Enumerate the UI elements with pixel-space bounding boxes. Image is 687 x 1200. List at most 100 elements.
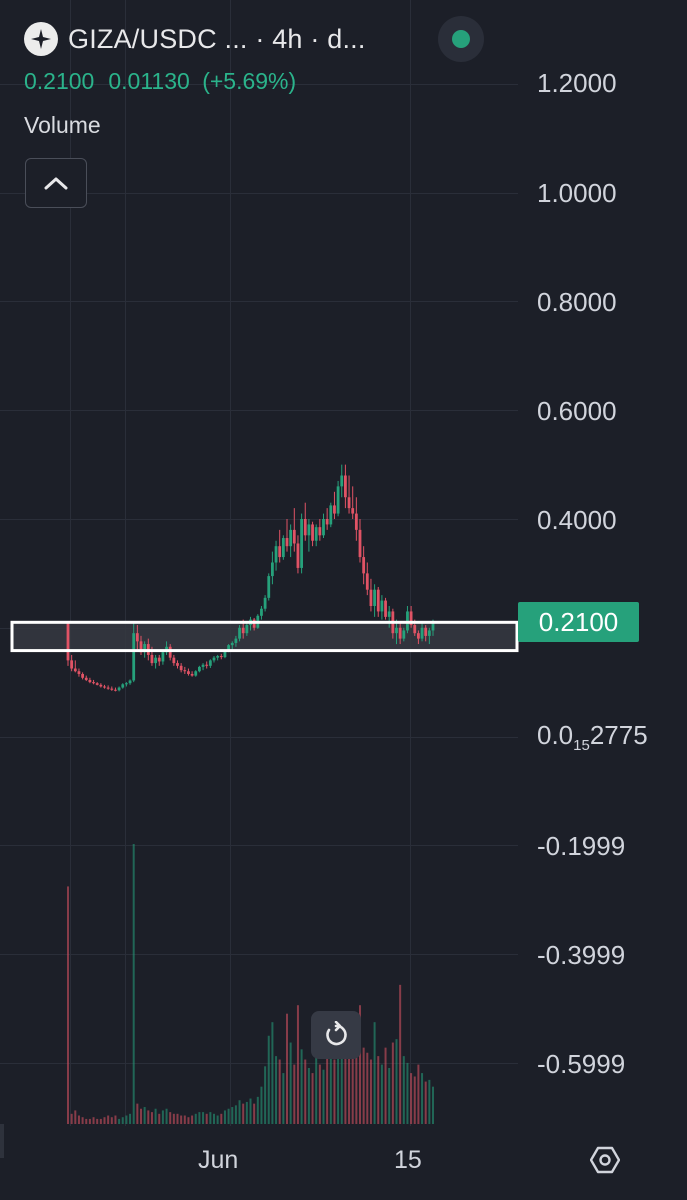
candle: [176, 660, 179, 669]
support-zone-highlight: [12, 622, 517, 651]
collapse-indicators-button[interactable]: [25, 158, 87, 208]
volume-bar: [293, 1064, 296, 1124]
candle: [384, 597, 387, 620]
price-axis-label: -0.3999: [537, 940, 626, 970]
volume-bar: [271, 1022, 274, 1124]
candle: [234, 635, 238, 647]
volume-bar: [384, 1047, 387, 1124]
volume-bar: [81, 1117, 84, 1124]
candle: [260, 606, 263, 620]
price-summary: 0.2100 0.01130 (+5.69%): [24, 68, 296, 95]
volume-bar: [129, 1113, 132, 1124]
volume-bar: [249, 1098, 252, 1124]
volume-bar: [260, 1086, 263, 1124]
volume-bar: [329, 1039, 332, 1124]
candle: [154, 654, 157, 669]
last-price-tag: 0.2100: [518, 602, 639, 642]
candle: [128, 679, 132, 685]
price-change: 0.01130: [108, 68, 190, 94]
price-axis-label: -0.5999: [537, 1049, 626, 1079]
candle: [103, 684, 106, 689]
candle: [157, 654, 161, 666]
volume-bar: [121, 1117, 124, 1124]
candle: [402, 627, 406, 642]
volume-bar: [253, 1103, 256, 1124]
volume-indicator-label[interactable]: Volume: [24, 112, 101, 138]
reset-chart-button[interactable]: [311, 1011, 361, 1059]
market-open-dot-icon: [452, 30, 470, 48]
volume-bar: [85, 1118, 88, 1124]
volume-bar: [355, 1035, 358, 1124]
volume-bar: [373, 1022, 376, 1124]
candle: [292, 508, 296, 552]
volume-bar: [231, 1107, 234, 1124]
volume-bar: [223, 1110, 226, 1124]
volume-bar: [238, 1100, 241, 1124]
candle: [311, 521, 314, 547]
price-axis-zero-label: 0.0152775: [537, 720, 648, 754]
candle: [333, 491, 336, 519]
candle: [340, 464, 344, 498]
volume-bar: [311, 1073, 314, 1124]
volume-bar: [107, 1115, 110, 1124]
candle: [121, 683, 125, 689]
volume-bar: [304, 1059, 307, 1124]
volume-bar: [209, 1112, 212, 1124]
candle: [307, 519, 311, 552]
volume-bar: [366, 1052, 369, 1124]
chart-edge: [0, 1124, 4, 1158]
candle: [168, 644, 172, 661]
volume-bar: [402, 1056, 405, 1124]
candle: [230, 641, 234, 650]
time-axis-label: Jun: [198, 1146, 239, 1174]
volume-bar: [96, 1118, 99, 1124]
volume-bar: [110, 1117, 113, 1124]
candle: [208, 659, 212, 668]
symbol-title[interactable]: GIZA/USDC ... · 4h · d...: [68, 23, 366, 54]
volume-bar: [140, 1108, 142, 1124]
volume-bar: [406, 1062, 409, 1124]
candle: [322, 513, 325, 539]
candle: [409, 606, 413, 628]
chevron-up-icon: [44, 177, 68, 190]
candle: [296, 535, 300, 574]
candle: [92, 679, 95, 685]
volume-bar: [380, 1064, 383, 1124]
volume-bar: [216, 1115, 219, 1124]
volume-bar: [114, 1115, 117, 1124]
candle: [267, 573, 271, 601]
volume-bar: [150, 1112, 153, 1124]
price-axis-label: -0.1999: [537, 831, 626, 861]
price-axis-label: 0.4000: [537, 505, 617, 535]
candle: [73, 660, 77, 673]
candle: [187, 668, 190, 676]
volume-bar: [158, 1113, 161, 1124]
volume-bar: [143, 1107, 146, 1124]
candle: [329, 502, 333, 528]
volume-bar: [242, 1103, 245, 1124]
candle: [110, 686, 114, 691]
candle: [380, 595, 384, 620]
volume-bar: [67, 886, 69, 1124]
candle: [274, 540, 278, 571]
volume-bar: [391, 1042, 394, 1124]
volume-bar: [92, 1117, 95, 1124]
volume-bar: [264, 1066, 267, 1124]
volume-bar: [234, 1105, 237, 1124]
settings-hexagon-icon[interactable]: [589, 1144, 621, 1176]
candle: [216, 654, 220, 661]
volume-bar: [99, 1118, 102, 1124]
volume-bar: [187, 1117, 190, 1124]
candle: [285, 519, 289, 552]
support-zone-border: [10, 620, 519, 653]
candle: [373, 584, 376, 617]
market-status-button[interactable]: [438, 16, 484, 62]
candle: [271, 551, 274, 585]
volume-bar: [410, 1073, 413, 1124]
volume-bar: [70, 1113, 73, 1124]
volume-bar: [256, 1096, 259, 1124]
candle: [325, 508, 329, 530]
volume-bar: [245, 1101, 248, 1124]
volume-bar: [413, 1076, 416, 1124]
